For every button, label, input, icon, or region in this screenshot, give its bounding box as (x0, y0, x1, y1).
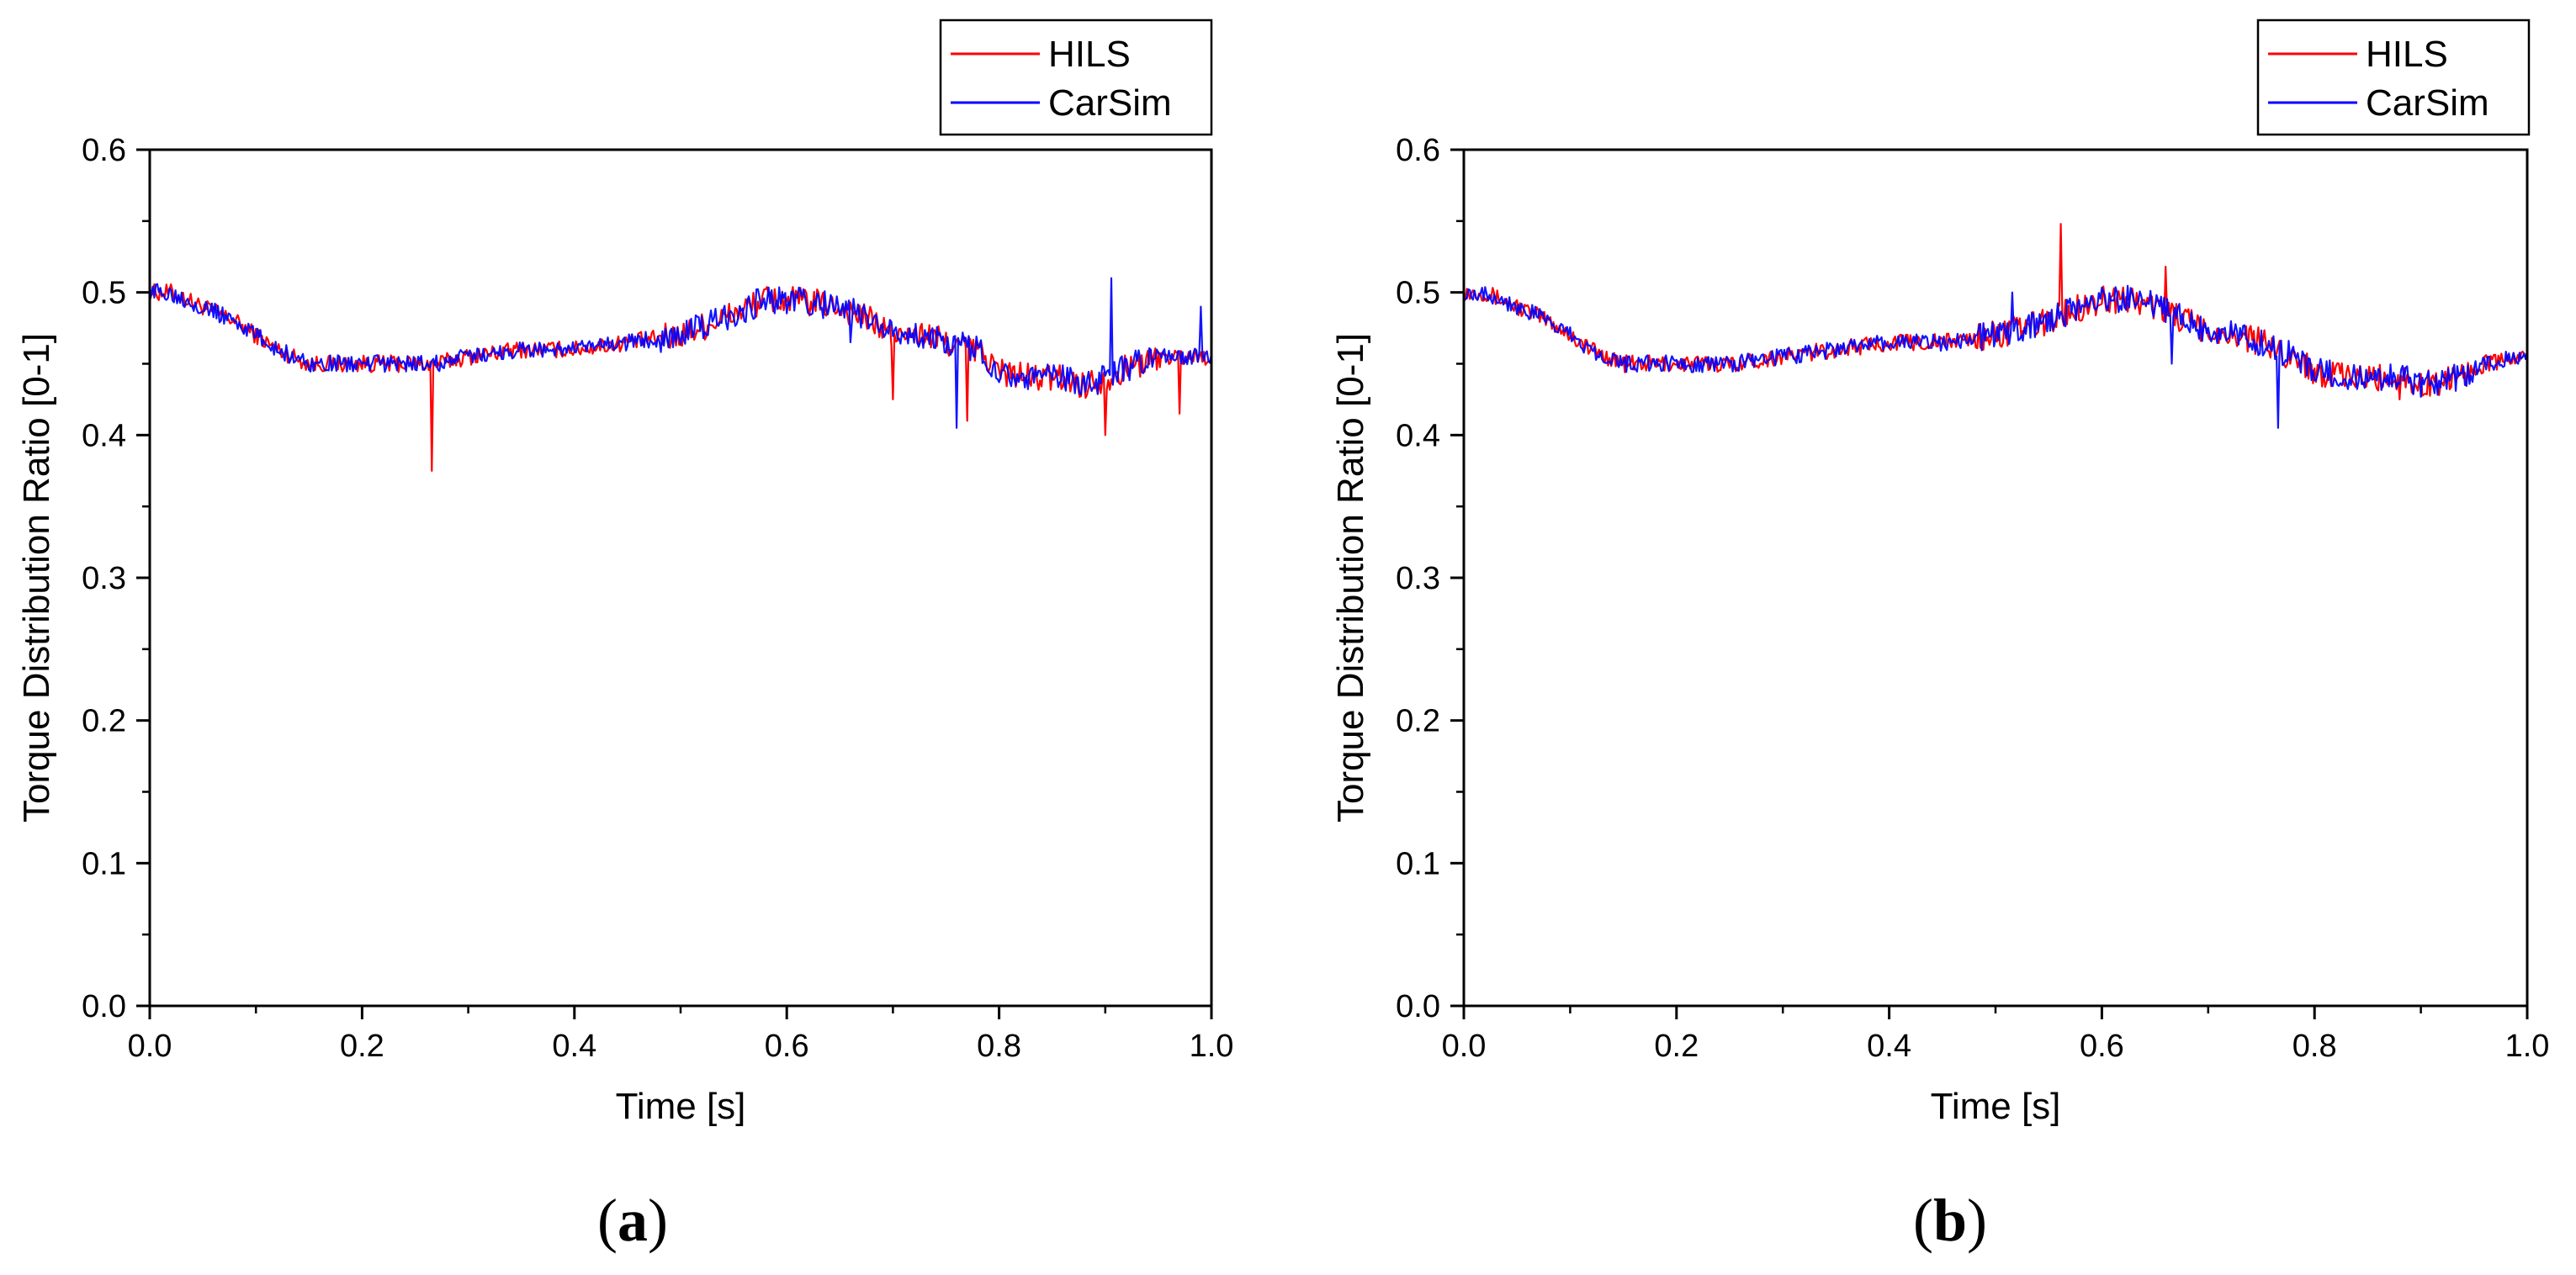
legend-label-carsim: CarSim (2366, 82, 2489, 124)
y-tick-label: 0.1 (82, 846, 126, 881)
x-tick-label: 0.0 (128, 1029, 172, 1064)
caption-letter: a (617, 1187, 648, 1254)
legend-label-hils: HILS (2366, 34, 2448, 75)
series-line-carsim (148, 277, 1213, 429)
panel-a-caption: (a) (597, 1187, 668, 1254)
caption-open-paren: ( (597, 1187, 617, 1254)
x-tick-label: 0.2 (1654, 1029, 1699, 1064)
y-axis-title: Torque Distribution Ratio [0-1] (16, 333, 57, 823)
chart-panel-a: 0.0 0.2 0.4 0.6 0.8 1.0 0.0 0.1 0.2 0.3 0.4 0.5 0.6 T… (16, 19, 1234, 1127)
x-tick-label: 0.8 (977, 1029, 1021, 1064)
x-tick-label: 0.0 (1442, 1029, 1487, 1064)
y-tick-label: 0.3 (82, 561, 126, 596)
y-tick-label: 0.2 (82, 704, 126, 739)
legend-label-hils: HILS (1048, 34, 1131, 75)
y-tick-label: 0.4 (1396, 418, 1440, 453)
y-tick-label: 0.2 (1396, 704, 1440, 739)
series-group (148, 277, 1213, 472)
x-tick-label: 0.6 (765, 1029, 809, 1064)
y-tick-label: 0.6 (82, 133, 126, 168)
y-tick-label: 0.6 (1396, 133, 1440, 168)
x-tick-label: 0.2 (340, 1029, 384, 1064)
caption-close-paren: ) (648, 1187, 668, 1254)
x-tick-label: 1.0 (2505, 1029, 2550, 1064)
caption-close-paren: ) (1967, 1187, 1987, 1254)
y-tick-label: 0.0 (1396, 989, 1440, 1024)
x-tick-label: 0.4 (1867, 1029, 1911, 1064)
y-tick-label: 0.3 (1396, 561, 1440, 596)
plot-area (1462, 148, 2529, 1008)
x-tick-label: 1.0 (1190, 1029, 1234, 1064)
legend-label-carsim: CarSim (1048, 82, 1172, 124)
legend-box (939, 19, 1213, 136)
series-group (1463, 223, 2529, 429)
panel-b-caption: (b) (1913, 1187, 1987, 1254)
x-axis-title: Time [s] (616, 1086, 746, 1127)
chart-panel-b: 0.0 0.2 0.4 0.6 0.8 1.0 0.0 0.1 0.2 0.3 0.4 0.5 0.6 T… (1330, 19, 2550, 1127)
y-tick-label: 0.1 (1396, 846, 1440, 881)
x-tick-label: 0.4 (552, 1029, 596, 1064)
caption-open-paren: ( (1913, 1187, 1933, 1254)
x-tick-label: 0.8 (2292, 1029, 2337, 1064)
x-tick-label: 0.6 (2080, 1029, 2124, 1064)
series-line-carsim (1463, 284, 2529, 429)
y-tick-label: 0.5 (82, 276, 126, 311)
caption-letter: b (1933, 1187, 1967, 1254)
legend: HILS CarSim (2256, 19, 2531, 136)
legend: HILS CarSim (939, 19, 1213, 136)
y-tick-label: 0.5 (1396, 276, 1440, 311)
x-axis-title: Time [s] (1931, 1086, 2061, 1127)
series-line-hils (1463, 223, 2529, 400)
y-tick-label: 0.4 (82, 418, 126, 453)
y-axis-title: Torque Distribution Ratio [0-1] (1330, 333, 1371, 823)
plot-area (148, 148, 1213, 1008)
y-tick-label: 0.0 (82, 989, 126, 1024)
legend-box (2256, 19, 2531, 136)
